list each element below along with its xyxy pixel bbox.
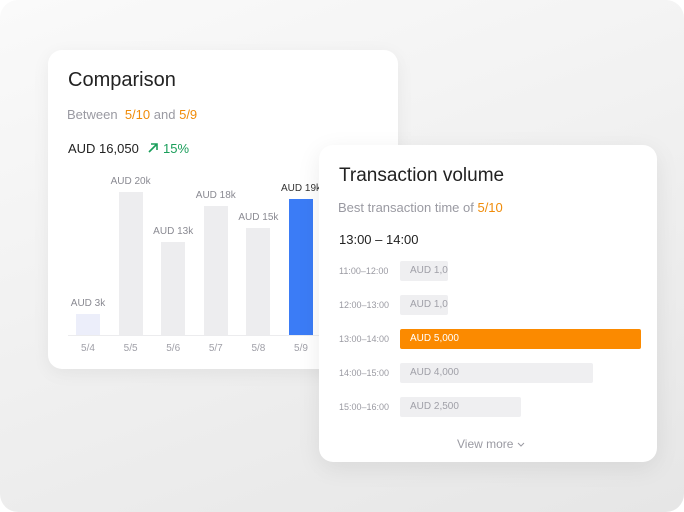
transaction-card: Transaction volume Best transaction time… bbox=[319, 145, 657, 462]
bar bbox=[203, 206, 228, 335]
bar: AUD 2,500 bbox=[400, 397, 521, 417]
card-title: Comparison bbox=[68, 69, 176, 91]
subtitle: Between 5/10 and 5/9 bbox=[67, 107, 197, 122]
x-tick-label: 5/5 bbox=[123, 343, 138, 354]
subtitle-text: Best transaction time of bbox=[338, 200, 474, 215]
view-more[interactable]: View more bbox=[457, 437, 525, 451]
value-label: AUD 15k bbox=[238, 211, 279, 223]
subtitle-prefix: Between bbox=[67, 107, 118, 122]
x-tick-label: 5/7 bbox=[208, 343, 223, 354]
value-label: AUD 1,000 bbox=[410, 265, 448, 276]
view-more-text[interactable]: View more bbox=[457, 437, 514, 451]
y-tick-label: 13:00–14:00 bbox=[339, 334, 390, 344]
bar bbox=[76, 313, 100, 335]
date-from: 5/10 bbox=[124, 107, 151, 122]
bar: AUD 1,000 bbox=[400, 261, 449, 281]
value-label: AUD 1,000 bbox=[410, 299, 448, 310]
total: AUD 16,050 bbox=[68, 141, 139, 156]
value-label: AUD 2,500 bbox=[410, 401, 459, 412]
bar: AUD 5,000 bbox=[400, 329, 641, 349]
x-tick-label: 5/9 bbox=[294, 343, 308, 354]
y-tick-label: 11:00–12:00 bbox=[339, 266, 389, 276]
value-label: AUD 19k bbox=[280, 183, 322, 195]
bar: AUD 4,000 bbox=[400, 363, 593, 383]
x-tick-label: 5/8 bbox=[251, 343, 266, 354]
x-tick-label: 5/6 bbox=[166, 343, 181, 354]
value-label: AUD 20k bbox=[110, 176, 151, 187]
x-tick-label: 5/4 bbox=[81, 343, 95, 354]
chevron-icon bbox=[517, 442, 525, 447]
value-label: AUD 13k bbox=[153, 226, 194, 238]
bar bbox=[246, 227, 271, 335]
subtitle-date: 5/10 bbox=[477, 200, 503, 215]
y-tick-label: 12:00–13:00 bbox=[339, 300, 390, 310]
value-label: AUD 3k bbox=[70, 297, 106, 309]
value-label: AUD 5,000 bbox=[410, 333, 459, 344]
subtitle: Best transaction time of 5/10 bbox=[338, 200, 503, 215]
value-label: AUD 18k bbox=[195, 190, 236, 202]
date-to: 5/9 bbox=[179, 107, 198, 122]
value-label: AUD 4,000 bbox=[410, 367, 459, 378]
subtitle-joiner: and bbox=[153, 107, 176, 122]
y-tick-label: 14:00–15:00 bbox=[339, 368, 390, 378]
bar: AUD 1,000 bbox=[400, 295, 449, 315]
y-tick-label: 15:00–16:00 bbox=[339, 402, 390, 412]
peak-time: 13:00 – 14:00 bbox=[339, 232, 419, 247]
card-title: Transaction volume bbox=[339, 165, 505, 186]
baseline bbox=[68, 335, 398, 336]
change: 15% bbox=[163, 141, 190, 156]
bar bbox=[289, 199, 313, 335]
up-arrow-icon bbox=[148, 143, 158, 153]
bar bbox=[161, 242, 186, 335]
bar bbox=[118, 192, 143, 335]
